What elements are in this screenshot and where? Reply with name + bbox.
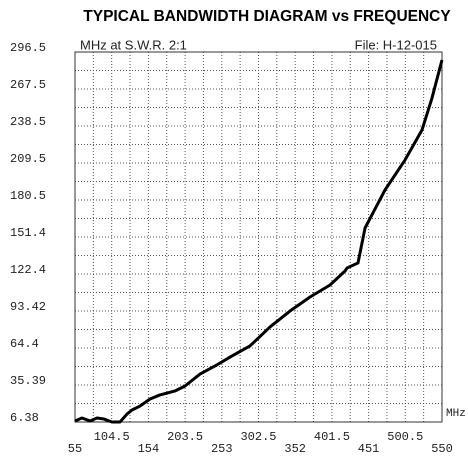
x-tick-label: 253 xyxy=(211,442,233,456)
x-tick-label: 203.5 xyxy=(167,430,203,444)
chart-title: TYPICAL BANDWIDTH DIAGRAM vs FREQUENCY xyxy=(83,8,451,25)
x-tick-label: 401.5 xyxy=(314,430,350,444)
x-tick-label: 451 xyxy=(358,442,380,456)
y-tick-label: 296.5 xyxy=(10,41,46,55)
annotation: File: H-12-015 xyxy=(355,37,437,52)
y-tick-label: 6.38 xyxy=(10,411,39,425)
x-tick-label: 500.5 xyxy=(387,430,423,444)
x-tick-label: 154 xyxy=(138,442,160,456)
x-axis-label: MHz xyxy=(446,408,466,420)
y-tick-label: 209.5 xyxy=(10,152,46,166)
y-tick-label: 64.4 xyxy=(10,337,39,351)
y-tick-label: 238.5 xyxy=(10,115,46,129)
y-tick-label: 35.39 xyxy=(10,374,46,388)
y-tick-label: 267.5 xyxy=(10,78,46,92)
plot-frame xyxy=(74,51,443,423)
y-tick-label: 180.5 xyxy=(10,189,46,203)
x-tick-label: 550 xyxy=(431,442,453,456)
x-tick-label: 302.5 xyxy=(240,430,276,444)
y-tick-label: 122.4 xyxy=(10,263,46,277)
y-tick-label: 151.4 xyxy=(10,226,46,240)
x-tick-label: 55 xyxy=(68,442,82,456)
x-tick-label: 104.5 xyxy=(94,430,130,444)
subtitle: MHz at S.W.R. 2:1 xyxy=(80,37,187,52)
y-tick-label: 93.42 xyxy=(10,300,46,314)
data-line xyxy=(74,59,444,424)
x-tick-label: 352 xyxy=(284,442,306,456)
